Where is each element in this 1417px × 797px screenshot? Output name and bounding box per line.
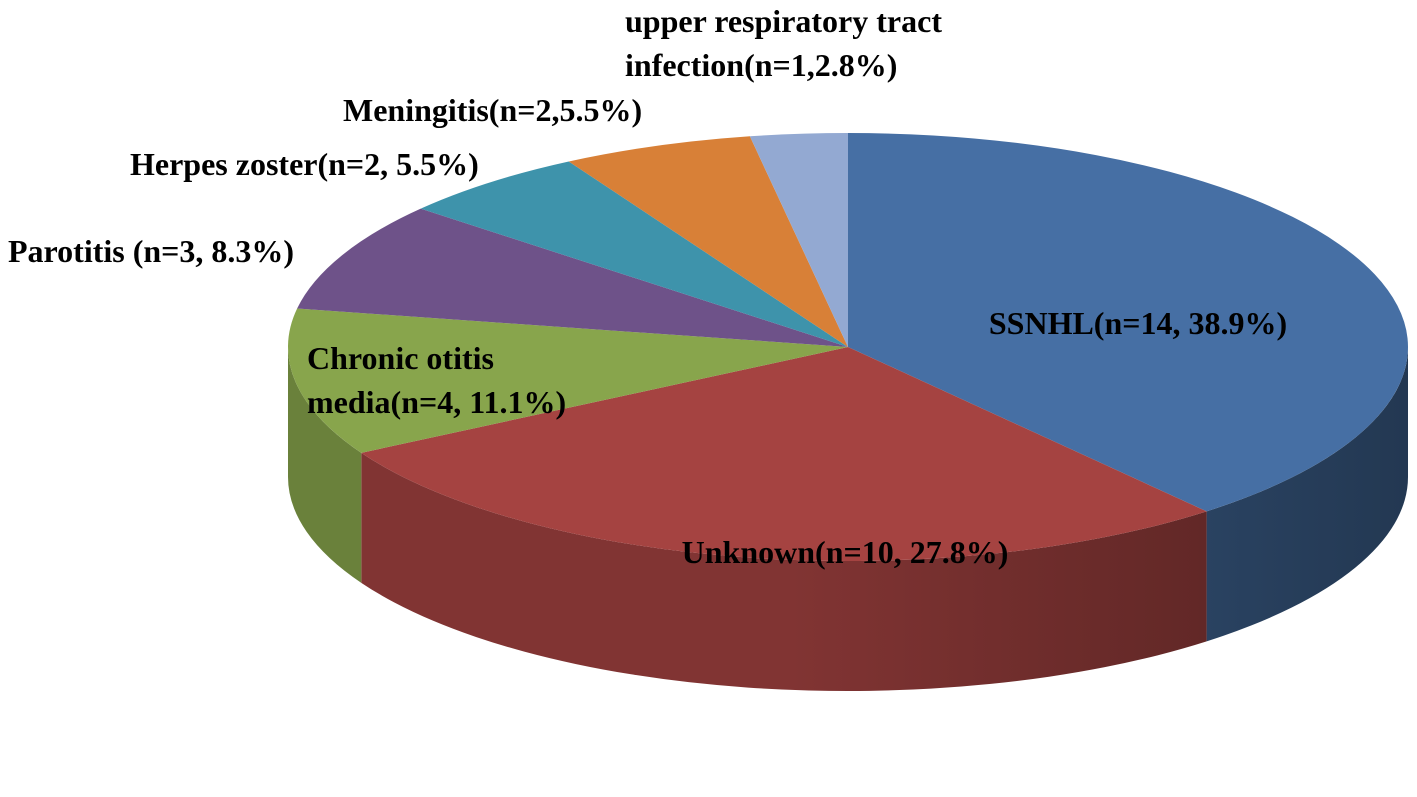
slice-label-line: Chronic otitis bbox=[307, 340, 494, 376]
slice-label-line: upper respiratory tract bbox=[625, 3, 942, 39]
slice-label: Parotitis (n=3, 8.3%) bbox=[8, 233, 294, 269]
slice-label-line: media(n=4, 11.1%) bbox=[307, 384, 566, 420]
pie-slice bbox=[749, 133, 848, 347]
pie-top-faces bbox=[287, 133, 1408, 561]
pie-slice bbox=[297, 208, 849, 347]
pie-labels: SSNHL(n=14, 38.9%) Unknown(n=10, 27.8%) Ch… bbox=[8, 3, 1287, 570]
pie-slice-side bbox=[1206, 347, 1408, 642]
slice-label-line: Herpes zoster(n=2, 5.5%) bbox=[130, 146, 479, 182]
pie-slice bbox=[848, 133, 1408, 512]
pie-side-walls bbox=[288, 347, 1408, 691]
pie-slice bbox=[361, 347, 1207, 561]
pie-slice bbox=[568, 136, 848, 347]
slice-label-line: Meningitis(n=2,5.5%) bbox=[343, 92, 642, 128]
slice-label: upper respiratory tract infection(n=1,2.8… bbox=[625, 3, 942, 83]
slice-label: Herpes zoster(n=2, 5.5%) bbox=[130, 146, 479, 182]
slice-label: Unknown(n=10, 27.8%) bbox=[682, 534, 1009, 570]
pie-slice bbox=[287, 308, 848, 453]
slice-label-line: Unknown(n=10, 27.8%) bbox=[682, 534, 1009, 570]
slice-label-line: SSNHL(n=14, 38.9%) bbox=[989, 305, 1287, 341]
slice-label: Meningitis(n=2,5.5%) bbox=[343, 92, 642, 128]
pie-slice-side bbox=[361, 452, 1207, 691]
slice-label-line: infection(n=1,2.8%) bbox=[625, 47, 897, 83]
slice-label-line: Parotitis (n=3, 8.3%) bbox=[8, 233, 294, 269]
pie-slice bbox=[420, 161, 848, 347]
slice-label: Chronic otitis media(n=4, 11.1%) bbox=[307, 340, 566, 420]
pie-slice-side bbox=[288, 347, 362, 583]
slice-label: SSNHL(n=14, 38.9%) bbox=[989, 305, 1287, 341]
